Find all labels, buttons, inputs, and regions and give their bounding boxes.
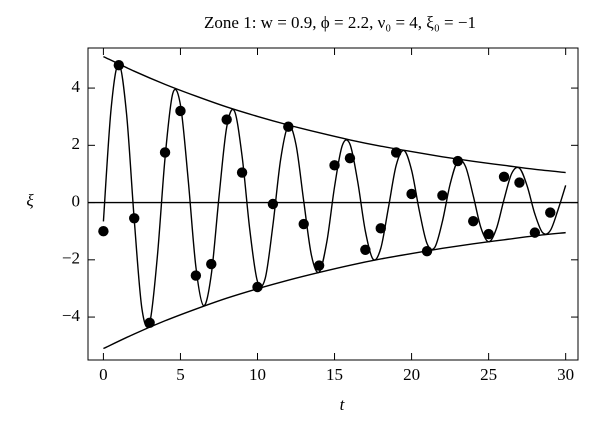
x-axis-label: t bbox=[340, 395, 346, 414]
point bbox=[236, 167, 248, 178]
point bbox=[344, 153, 356, 164]
y-tick-label: 2 bbox=[72, 134, 81, 153]
line bbox=[103, 55, 566, 174]
y-axis-label: ξ bbox=[26, 191, 34, 210]
point bbox=[144, 317, 155, 328]
line bbox=[103, 231, 566, 350]
y-tick-label: 4 bbox=[72, 77, 81, 96]
y-tick-label: −2 bbox=[62, 249, 80, 268]
x-tick-label: 0 bbox=[99, 365, 108, 384]
point bbox=[483, 228, 494, 240]
point bbox=[129, 213, 140, 224]
point bbox=[360, 244, 371, 255]
y-tick-label: −4 bbox=[62, 306, 81, 325]
point bbox=[98, 225, 109, 237]
point bbox=[313, 260, 325, 271]
point bbox=[498, 171, 510, 183]
chart-title: Zone 1: w = 0.9, ϕ = 2.2, ν₀ = 4, ξ₀ = −… bbox=[204, 13, 476, 32]
point bbox=[406, 188, 417, 200]
point bbox=[390, 147, 402, 158]
plot-frame bbox=[87, 47, 579, 361]
point bbox=[545, 207, 556, 218]
point bbox=[252, 281, 263, 293]
point bbox=[529, 227, 541, 238]
point bbox=[283, 121, 294, 132]
x-tick-label: 30 bbox=[557, 365, 574, 384]
point bbox=[267, 198, 279, 210]
point bbox=[514, 177, 525, 188]
point bbox=[437, 190, 448, 201]
x-tick-label: 15 bbox=[326, 365, 343, 384]
point bbox=[468, 215, 479, 227]
x-tick-label: 25 bbox=[480, 365, 497, 384]
point bbox=[452, 155, 464, 167]
point bbox=[298, 218, 309, 230]
point bbox=[206, 258, 217, 270]
point bbox=[190, 270, 202, 281]
point bbox=[221, 114, 232, 125]
x-tick-label: 5 bbox=[176, 365, 185, 384]
point bbox=[175, 105, 186, 117]
line bbox=[102, 63, 567, 328]
point bbox=[421, 246, 433, 257]
point bbox=[159, 147, 171, 158]
point bbox=[113, 59, 125, 71]
x-tick-label: 20 bbox=[403, 365, 420, 384]
point bbox=[329, 160, 340, 171]
y-tick-label: 0 bbox=[72, 191, 81, 210]
x-tick-label: 10 bbox=[249, 365, 266, 384]
point bbox=[375, 223, 386, 234]
